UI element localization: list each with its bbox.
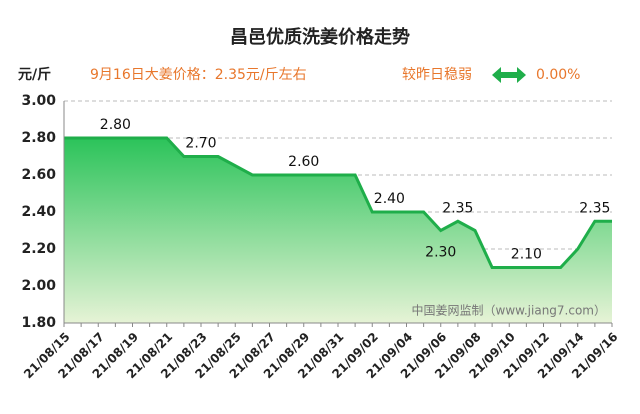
headline: 9月16日大姜价格：2.35元/斤左右	[90, 67, 307, 83]
value-label: 2.35	[579, 200, 610, 216]
watermark: 中国姜网监制（www.jiang7.com）	[412, 303, 606, 318]
y-tick-label: 2.40	[21, 204, 56, 220]
value-label: 2.10	[511, 247, 542, 263]
value-label: 2.70	[185, 136, 216, 152]
value-label: 2.60	[288, 154, 319, 170]
y-tick-label: 2.80	[21, 130, 56, 146]
change-label: 较昨日稳弱	[402, 67, 472, 83]
value-label: 2.80	[100, 117, 131, 133]
plot: 1.802.002.202.402.602.803.0021/08/1521/0…	[21, 93, 621, 381]
y-tick-label: 2.00	[21, 278, 56, 294]
y-tick-label: 1.80	[21, 315, 56, 331]
line	[64, 136, 612, 269]
y-unit: 元/斤	[18, 66, 51, 83]
y-tick-label: 2.20	[21, 241, 56, 257]
value-label: 2.40	[374, 191, 405, 207]
y-tick-label: 3.00	[21, 93, 56, 109]
y-tick-label: 2.60	[21, 167, 56, 183]
value-label: 2.35	[442, 200, 473, 216]
chart-title: 昌邑优质洗姜价格走势	[230, 26, 410, 48]
area	[64, 138, 612, 323]
value-label: 2.30	[425, 245, 456, 261]
change-icon	[492, 67, 526, 83]
change-value: 0.00%	[536, 67, 580, 83]
